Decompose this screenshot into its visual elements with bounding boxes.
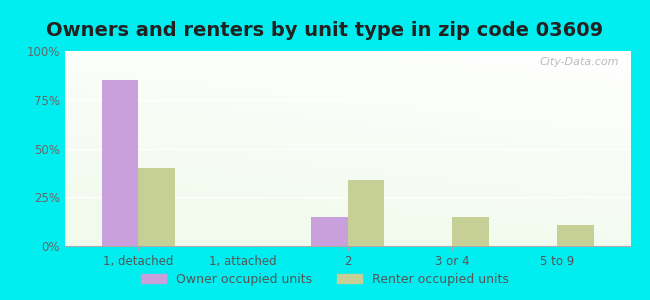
Bar: [138, 168, 175, 246]
Bar: [101, 80, 138, 246]
Bar: [348, 180, 384, 246]
Text: City-Data.com: City-Data.com: [540, 57, 619, 67]
Bar: [452, 217, 489, 246]
Bar: [557, 224, 594, 246]
Text: Owners and renters by unit type in zip code 03609: Owners and renters by unit type in zip c…: [46, 21, 604, 40]
Legend: Owner occupied units, Renter occupied units: Owner occupied units, Renter occupied un…: [136, 268, 514, 291]
Bar: [311, 217, 348, 246]
